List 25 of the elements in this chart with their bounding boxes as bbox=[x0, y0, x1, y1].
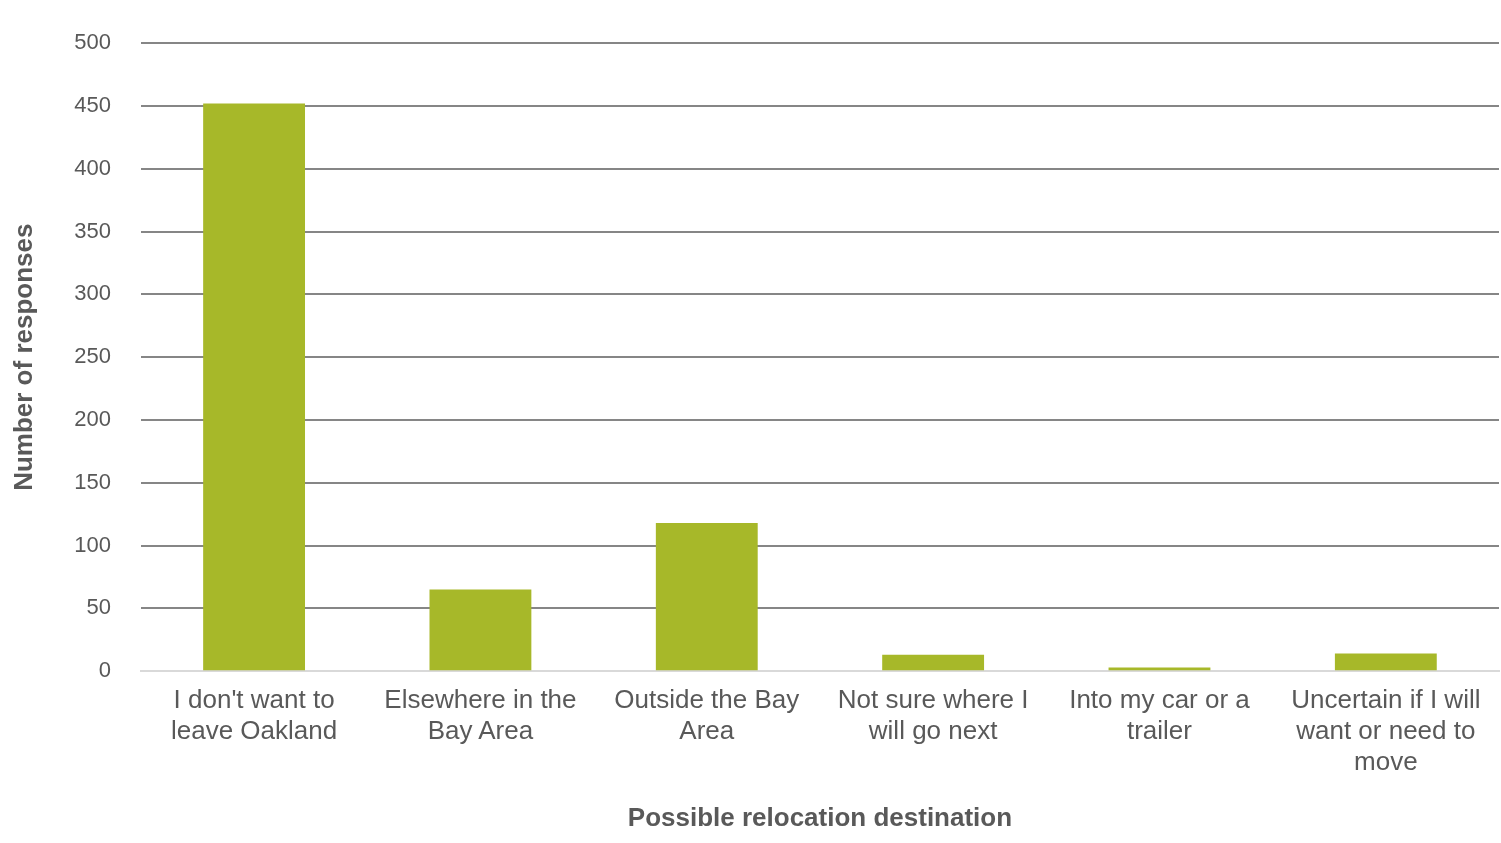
y-tick-label: 300 bbox=[74, 280, 111, 306]
y-tick-label: 200 bbox=[74, 406, 111, 432]
x-tick-label: Uncertain if I will want or need to move bbox=[1291, 683, 1481, 777]
bar bbox=[882, 654, 985, 671]
y-tick-label: 500 bbox=[74, 29, 111, 55]
bar bbox=[655, 522, 758, 671]
x-tick-label: Not sure where I will go next bbox=[837, 683, 1029, 746]
bar bbox=[1108, 667, 1211, 671]
x-tick-label: Elsewhere in the Bay Area bbox=[384, 683, 577, 746]
y-axis-title: Number of responses bbox=[7, 223, 38, 491]
bar bbox=[429, 589, 532, 671]
x-axis-title: Possible relocation destination bbox=[627, 801, 1013, 832]
y-tick-label: 0 bbox=[98, 657, 111, 683]
y-tick-label: 100 bbox=[74, 531, 111, 557]
bar bbox=[1334, 653, 1437, 671]
y-tick-label: 350 bbox=[74, 217, 111, 243]
y-tick-label: 400 bbox=[74, 154, 111, 180]
x-tick-label: Outside the Bay Area bbox=[614, 683, 800, 746]
x-tick-label: Into my car or a trailer bbox=[1069, 683, 1251, 746]
x-tick-label: I don't want to leave Oakland bbox=[170, 683, 338, 746]
bar bbox=[203, 103, 306, 671]
y-tick-label: 250 bbox=[74, 343, 111, 369]
y-tick-label: 50 bbox=[86, 594, 111, 620]
y-tick-label: 150 bbox=[74, 468, 111, 494]
y-tick-label: 450 bbox=[74, 92, 111, 118]
